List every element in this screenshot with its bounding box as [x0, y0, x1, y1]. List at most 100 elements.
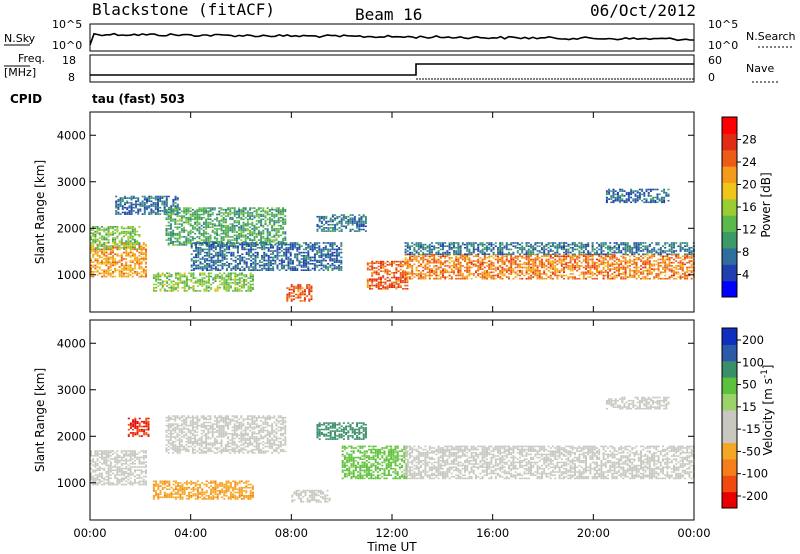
data-cell	[205, 237, 208, 240]
data-cell	[324, 256, 327, 259]
data-cell	[136, 263, 139, 265]
data-cell	[179, 275, 182, 278]
data-cell	[505, 255, 508, 258]
data-cell	[233, 220, 236, 222]
data-cell	[240, 290, 243, 292]
data-cell	[399, 265, 402, 268]
data-cell	[212, 261, 215, 263]
data-cell	[253, 210, 256, 213]
data-cell	[198, 215, 201, 217]
data-cell	[221, 266, 224, 268]
data-cell	[642, 260, 645, 262]
data-cell	[391, 264, 393, 266]
data-cell	[126, 202, 129, 204]
data-cell	[453, 242, 455, 244]
data-cell	[275, 239, 278, 241]
data-cell	[499, 258, 502, 261]
data-cell	[198, 232, 201, 235]
data-cell	[299, 296, 302, 299]
data-cell	[479, 266, 482, 269]
data-cell	[189, 224, 192, 227]
data-cell	[251, 207, 254, 209]
data-cell	[219, 243, 222, 246]
data-cell	[240, 234, 243, 237]
data-cell	[514, 276, 517, 278]
data-cell	[127, 272, 130, 275]
data-cell	[655, 260, 658, 262]
data-cell	[169, 242, 172, 245]
data-cell	[212, 264, 215, 267]
data-cell	[227, 275, 230, 278]
data-cell	[201, 283, 204, 286]
data-cell	[611, 253, 614, 256]
data-cell	[250, 264, 253, 267]
data-cell	[136, 259, 139, 262]
data-cell	[613, 255, 616, 258]
data-cell	[96, 253, 99, 255]
data-cell	[446, 250, 449, 252]
data-cell	[576, 269, 579, 272]
data-cell	[141, 205, 144, 207]
data-cell	[631, 263, 634, 266]
data-cell	[205, 280, 208, 283]
data-cell	[333, 248, 336, 251]
data-cell	[220, 236, 223, 238]
data-cell	[613, 253, 616, 256]
data-cell	[223, 256, 226, 259]
data-cell	[313, 245, 316, 247]
data-cell	[246, 232, 249, 235]
data-cell	[492, 277, 495, 280]
data-cell	[168, 278, 171, 281]
data-cell	[282, 221, 285, 224]
data-cell	[501, 251, 504, 254]
data-cell	[223, 245, 226, 247]
data-cell	[622, 268, 625, 270]
data-cell	[262, 224, 265, 227]
data-cell	[574, 253, 576, 255]
data-cell	[152, 202, 155, 204]
data-cell	[448, 251, 451, 254]
data-cell	[655, 268, 658, 270]
data-cell	[431, 274, 433, 277]
data-cell	[236, 278, 239, 281]
data-cell	[189, 223, 192, 225]
data-cell	[129, 234, 132, 236]
data-cell	[223, 288, 226, 291]
data-cell	[174, 208, 177, 211]
data-cell	[338, 267, 341, 270]
freq-label: Freq.	[18, 52, 45, 65]
data-cell	[125, 266, 128, 268]
data-cell	[369, 268, 371, 271]
data-cell	[541, 266, 543, 269]
data-cell	[422, 247, 425, 249]
data-cell	[167, 221, 170, 224]
data-cell	[545, 245, 548, 247]
data-cell	[574, 266, 576, 269]
data-cell	[245, 258, 248, 260]
data-cell	[229, 228, 232, 230]
data-cell	[591, 265, 594, 267]
data-cell	[225, 267, 228, 270]
data-cell	[490, 255, 493, 258]
data-cell	[613, 260, 616, 262]
data-cell	[165, 203, 168, 206]
data-cell	[238, 232, 241, 235]
data-cell	[479, 261, 482, 264]
data-cell	[488, 257, 491, 259]
data-cell	[637, 269, 640, 272]
data-cell	[263, 255, 266, 257]
data-cell	[684, 277, 686, 280]
data-cell	[402, 264, 404, 266]
data-cell	[510, 242, 513, 244]
data-cell	[114, 240, 117, 242]
data-cell	[604, 257, 607, 259]
data-cell	[406, 281, 409, 284]
data-cell	[345, 215, 348, 218]
data-cell	[211, 213, 214, 216]
data-cell	[229, 278, 232, 281]
data-cell	[536, 253, 539, 255]
data-cell	[512, 268, 515, 270]
data-cell	[132, 195, 135, 198]
data-cell	[118, 269, 121, 271]
data-cell	[172, 290, 175, 292]
